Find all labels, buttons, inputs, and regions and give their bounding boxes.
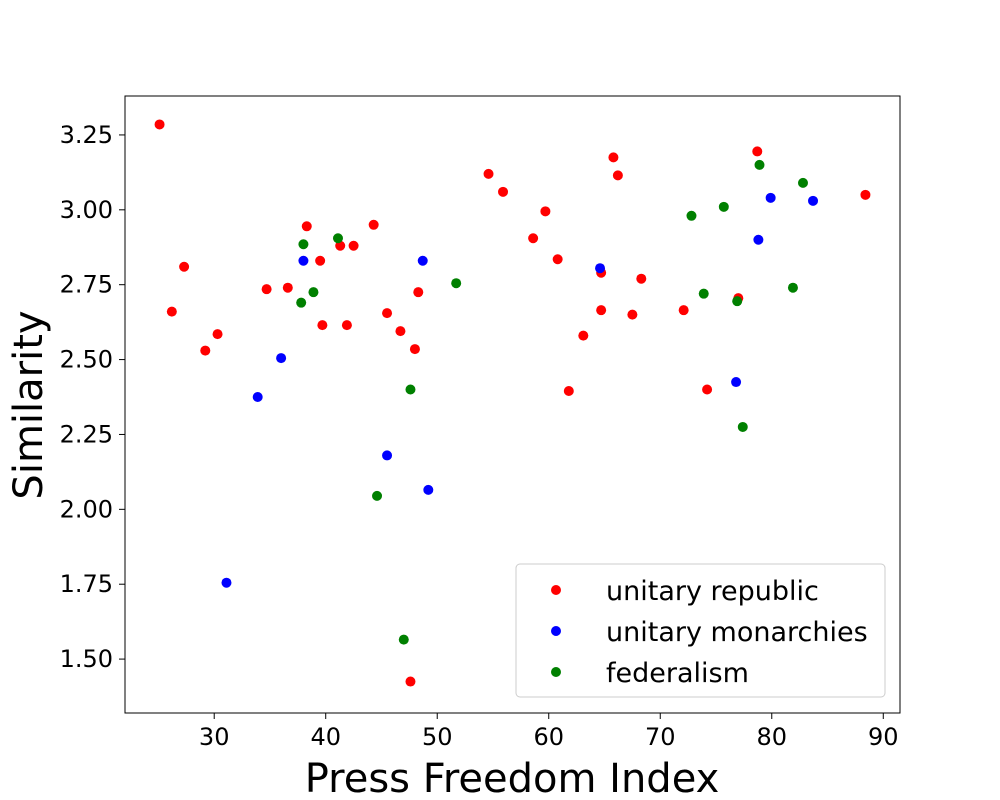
legend: unitary republic unitary monarchies federa… — [515, 563, 886, 698]
data-point — [578, 330, 589, 341]
data-point — [166, 306, 177, 317]
data-point — [698, 288, 709, 299]
data-point — [317, 320, 328, 331]
y-tick-label: 2.00 — [60, 495, 113, 523]
data-point — [212, 329, 223, 340]
data-point — [221, 577, 232, 588]
data-point — [732, 296, 743, 307]
legend-marker — [551, 585, 561, 595]
data-point — [552, 254, 563, 265]
data-point — [261, 284, 272, 295]
data-point — [413, 287, 424, 298]
data-point — [382, 450, 393, 461]
y-axis: 1.50 1.75 2.00 2.25 2.50 2.75 3.00 3.25 — [60, 121, 125, 673]
data-point — [398, 634, 409, 645]
data-point — [718, 201, 729, 212]
y-tick-label: 2.50 — [60, 346, 113, 374]
x-axis: 30 40 50 60 70 80 90 — [199, 713, 899, 751]
data-point — [298, 239, 309, 250]
data-point — [372, 490, 383, 501]
x-tick-label: 30 — [199, 723, 230, 751]
data-point — [563, 386, 574, 397]
data-point — [753, 234, 764, 245]
data-point — [737, 421, 748, 432]
data-point — [808, 195, 819, 206]
x-tick-label: 50 — [422, 723, 453, 751]
data-point — [423, 484, 434, 495]
points-layer — [154, 119, 871, 687]
data-point — [308, 287, 319, 298]
data-point — [405, 676, 416, 687]
data-point — [860, 189, 871, 200]
data-point — [332, 233, 343, 244]
data-point — [315, 255, 326, 266]
data-point — [252, 392, 263, 403]
data-point — [298, 255, 309, 266]
data-point — [731, 377, 742, 388]
x-tick-label: 70 — [645, 723, 676, 751]
data-point — [154, 119, 165, 130]
data-point — [612, 170, 623, 181]
legend-box — [515, 563, 886, 698]
data-point — [368, 219, 379, 230]
data-point — [296, 297, 307, 308]
data-point — [596, 305, 607, 316]
data-point — [754, 159, 765, 170]
data-point — [787, 282, 798, 293]
data-point — [179, 261, 190, 272]
legend-label: unitary monarchies — [606, 617, 868, 648]
y-tick-label: 2.25 — [60, 420, 113, 448]
data-point — [627, 309, 638, 320]
data-point — [417, 255, 428, 266]
x-tick-label: 60 — [533, 723, 564, 751]
data-point — [608, 152, 619, 163]
data-point — [382, 308, 393, 319]
data-point — [483, 168, 494, 179]
data-point — [348, 240, 359, 251]
x-axis-title: Press Freedom Index — [305, 756, 720, 800]
data-point — [498, 186, 509, 197]
data-point — [282, 282, 293, 293]
y-tick-label: 3.00 — [60, 196, 113, 224]
legend-entries: unitary republic unitary monarchies federa… — [551, 576, 868, 689]
y-tick-label: 3.25 — [60, 121, 113, 149]
x-tick-label: 90 — [868, 723, 899, 751]
data-point — [528, 233, 539, 244]
y-axis-title: Similarity — [6, 310, 52, 499]
x-tick-label: 40 — [310, 723, 341, 751]
data-point — [765, 192, 776, 203]
data-point — [540, 206, 551, 217]
data-point — [686, 210, 697, 221]
y-tick-label: 2.75 — [60, 271, 113, 299]
legend-marker — [551, 626, 561, 636]
data-point — [702, 384, 713, 395]
data-point — [797, 177, 808, 188]
legend-label: federalism — [606, 658, 749, 689]
legend-marker — [551, 667, 561, 677]
data-point — [409, 344, 420, 355]
plot-frame — [124, 95, 901, 714]
data-point — [276, 353, 287, 364]
data-point — [395, 326, 406, 337]
y-tick-label: 1.75 — [60, 570, 113, 598]
data-point — [636, 273, 647, 284]
legend-label: unitary republic — [606, 576, 819, 607]
data-point — [595, 263, 606, 274]
data-point — [341, 320, 352, 331]
data-point — [301, 221, 312, 232]
x-tick-label: 80 — [756, 723, 787, 751]
data-point — [405, 384, 416, 395]
data-point — [752, 146, 763, 157]
y-tick-label: 1.50 — [60, 645, 113, 673]
data-point — [200, 345, 211, 356]
data-point — [678, 305, 689, 316]
data-point — [451, 278, 462, 289]
